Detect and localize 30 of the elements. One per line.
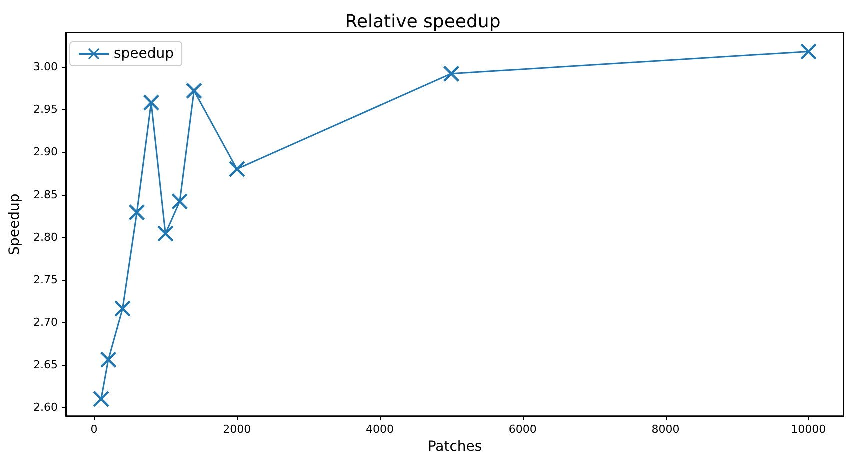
x-tick-label: 2000 [223, 423, 252, 436]
legend-label: speedup [114, 46, 174, 62]
point [143, 94, 160, 111]
point [800, 44, 817, 60]
x-axis-title: Patches [428, 439, 482, 455]
x-tick-label: 0 [90, 423, 98, 436]
x-tick-label: 10000 [791, 423, 826, 436]
y-tick-label: 2.65 [34, 358, 58, 372]
y-tick-label: 2.85 [34, 188, 58, 202]
y-tick-label: 2.95 [34, 103, 58, 116]
point [114, 300, 131, 317]
point [129, 204, 146, 221]
x-tick-label: 6000 [508, 423, 537, 436]
y-tick-label: 3.00 [34, 60, 58, 74]
point [443, 66, 460, 82]
x-tick-label: 4000 [366, 423, 394, 436]
point [186, 82, 202, 99]
y-tick-label: 2.80 [34, 230, 58, 244]
point [93, 391, 110, 408]
point [172, 194, 188, 210]
y-tick-label: 2.60 [34, 401, 58, 414]
y-axis-title: Speedup [7, 194, 23, 256]
point [229, 161, 246, 178]
y-tick-label: 2.70 [34, 316, 58, 329]
point [100, 352, 117, 368]
x-tick-label: 8000 [652, 423, 680, 436]
y-tick-label: 2.75 [34, 273, 58, 286]
point [158, 226, 174, 242]
y-tick-label: 2.90 [34, 146, 58, 159]
chart-title: Relative speedup [345, 12, 501, 32]
